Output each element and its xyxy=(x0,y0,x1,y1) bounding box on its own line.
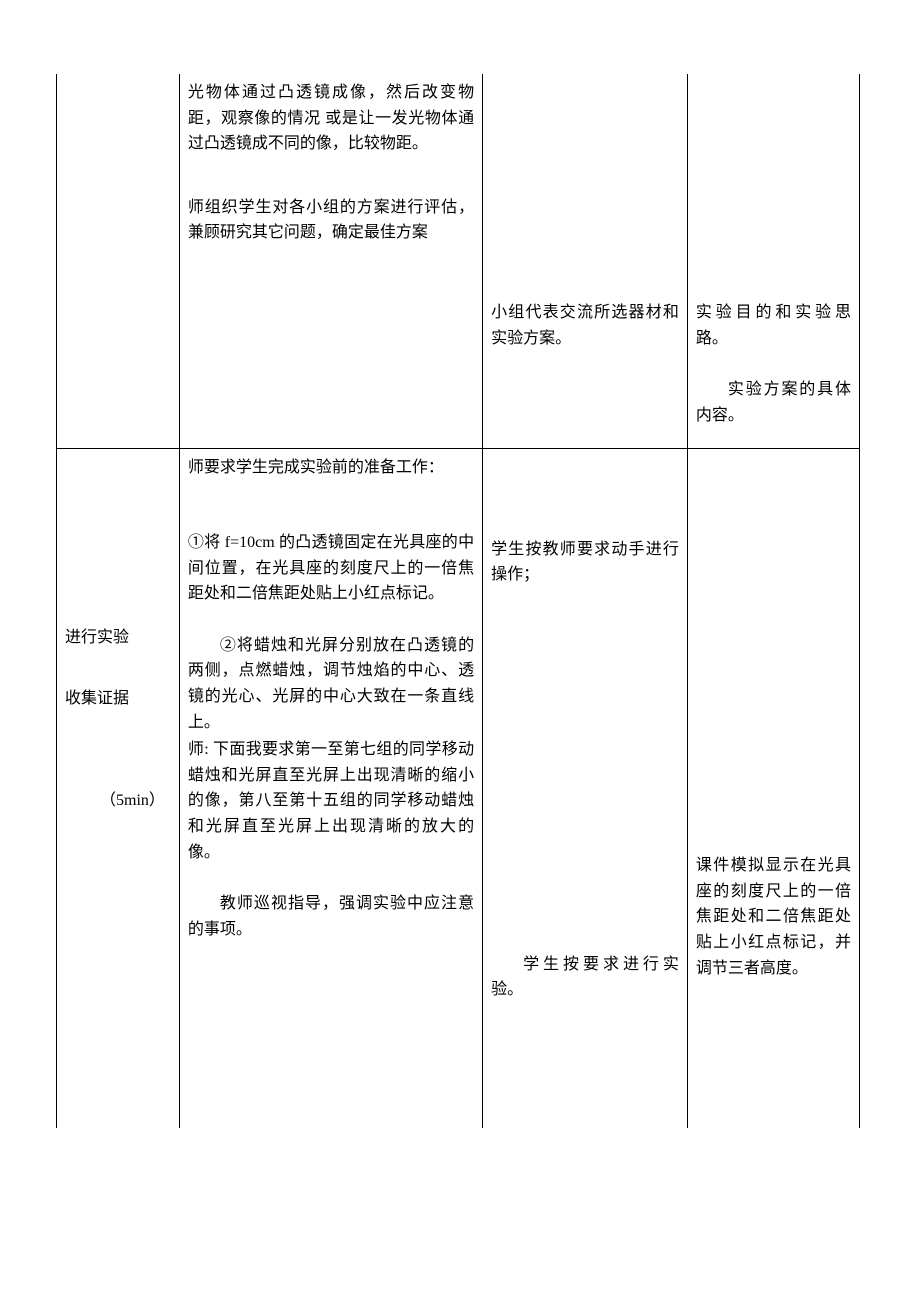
stage-duration: （5min） xyxy=(65,788,171,814)
paragraph: ②将蜡烛和光屏分别放在凸透镜的两侧，点燃蜡烛，调节烛焰的中心、透镜的光心、光屏的… xyxy=(188,633,474,735)
lesson-plan-table: 光物体通过凸透镜成像，然后改变物距，观察像的情况 或是让一发光物体通过凸透镜成不… xyxy=(56,74,860,1128)
paragraph: 小组代表交流所选器材和实验方案。 xyxy=(491,300,679,351)
cell-student-1: 小组代表交流所选器材和实验方案。 xyxy=(483,74,688,448)
stage-label: 进行实验 xyxy=(65,625,171,651)
paragraph: 实验方案的具体内容。 xyxy=(696,377,851,428)
paragraph: 学生按要求进行实验。 xyxy=(491,952,679,1003)
cell-stage-2: 进行实验 收集证据 （5min） xyxy=(57,448,180,1128)
document-page: 光物体通过凸透镜成像，然后改变物距，观察像的情况 或是让一发光物体通过凸透镜成不… xyxy=(0,0,920,1302)
paragraph: 学生按教师要求动手进行操作； xyxy=(491,537,679,588)
cell-notes-1: 实验目的和实验思路。 实验方案的具体内容。 xyxy=(687,74,859,448)
paragraph: 光物体通过凸透镜成像，然后改变物距，观察像的情况 或是让一发光物体通过凸透镜成不… xyxy=(188,80,474,157)
table-row: 进行实验 收集证据 （5min） 师要求学生完成实验前的准备工作： ①将 f=1… xyxy=(57,448,860,1128)
cell-teacher-2: 师要求学生完成实验前的准备工作： ①将 f=10cm 的凸透镜固定在光具座的中间… xyxy=(179,448,482,1128)
paragraph: 教师巡视指导，强调实验中应注意的事项。 xyxy=(188,891,474,942)
paragraph: 课件模拟显示在光具座的刻度尺上的一倍焦距处和二倍焦距处贴上小红点标记，并调节三者… xyxy=(696,853,851,981)
paragraph: 师组织学生对各小组的方案进行评估，兼顾研究其它问题，确定最佳方案 xyxy=(188,195,474,246)
cell-notes-2: 课件模拟显示在光具座的刻度尺上的一倍焦距处和二倍焦距处贴上小红点标记，并调节三者… xyxy=(687,448,859,1128)
paragraph: 实验目的和实验思路。 xyxy=(696,300,851,351)
paragraph: 师: 下面我要求第一至第七组的同学移动蜡烛和光屏直至光屏上出现清晰的缩小的像，第… xyxy=(188,737,474,865)
cell-stage-1 xyxy=(57,74,180,448)
cell-teacher-1: 光物体通过凸透镜成像，然后改变物距，观察像的情况 或是让一发光物体通过凸透镜成不… xyxy=(179,74,482,448)
paragraph: 师要求学生完成实验前的准备工作： xyxy=(188,455,474,481)
stage-label: 收集证据 xyxy=(65,686,171,712)
cell-student-2: 学生按教师要求动手进行操作； 学生按要求进行实验。 xyxy=(483,448,688,1128)
table-row: 光物体通过凸透镜成像，然后改变物距，观察像的情况 或是让一发光物体通过凸透镜成不… xyxy=(57,74,860,448)
paragraph: ①将 f=10cm 的凸透镜固定在光具座的中间位置，在光具座的刻度尺上的一倍焦距… xyxy=(188,530,474,607)
